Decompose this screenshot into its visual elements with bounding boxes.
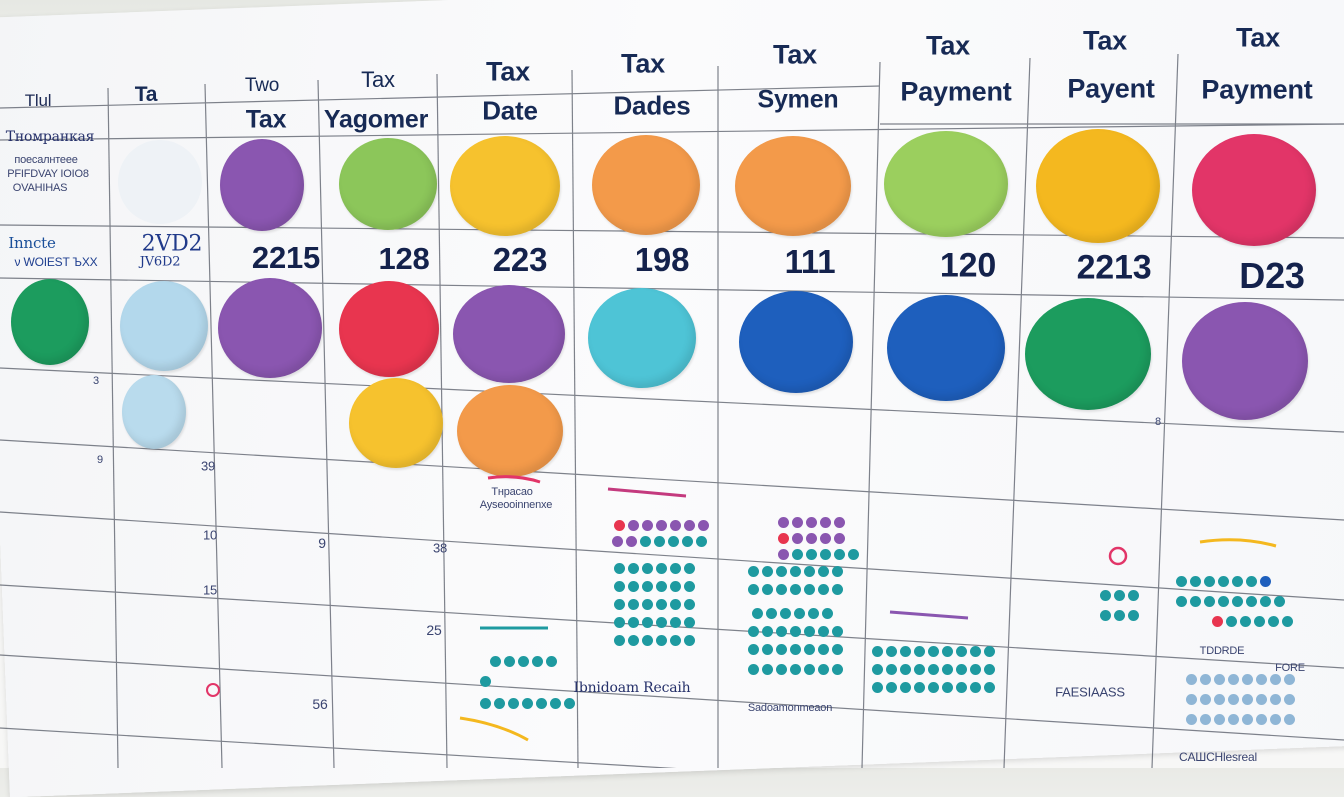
sticker-dot-orange [457, 385, 563, 477]
sticker-dot-purple [453, 285, 565, 383]
sticker-dot-light-blue [122, 375, 186, 449]
sticker-dot-orange [592, 135, 700, 235]
side-note-line3: OVAHIHAS [12, 182, 68, 194]
side-note-line1: поесалнтеее [14, 154, 78, 166]
header-left-1: Tlul [24, 91, 52, 110]
amount-6: 120 [939, 246, 997, 285]
amount-1: 2215 [251, 240, 321, 275]
cell-note-5: Sadoamonmeaon [747, 702, 833, 714]
header-left-2: Ta [134, 83, 158, 106]
header-tax-1: Tax [361, 67, 395, 92]
side-note-scrawl-2: JV6D2 [139, 254, 181, 270]
header-col-symen: Symen [757, 85, 839, 114]
sticker-dot-teal [588, 288, 696, 388]
row-number: 3 [93, 375, 99, 387]
sticker-dot-blue [739, 291, 853, 393]
cell-note-7: TDDRDE [1199, 645, 1245, 657]
header-col-dades: Dades [613, 90, 691, 121]
side-note-imote: Inncte [8, 234, 56, 252]
sticker-dot-red [339, 281, 439, 377]
amount-7: 2213 [1076, 248, 1152, 287]
cell-note-2: Ayseooinnenxe [479, 499, 553, 511]
sticker-dot-purple [1182, 302, 1308, 420]
header-tax-3: Tax [621, 48, 665, 79]
cell-note-1: Tнрaсao [491, 486, 533, 498]
side-note-imote-sub: ν WOIEST ЪХХ [14, 255, 98, 269]
amount-8: D23 [1239, 255, 1305, 296]
header-col-tax: Tax [245, 105, 287, 134]
header-col-payment-2: Payent [1067, 73, 1155, 104]
sticker-dot-pink [1192, 134, 1316, 246]
sticker-dot-light-blue [120, 281, 208, 371]
row-number: 15 [202, 582, 218, 598]
sticker-dot-green [339, 138, 437, 230]
header-tax-7: Tax [1236, 22, 1280, 53]
row-number: 8 [1155, 416, 1161, 428]
cell-note-8: FORE [1275, 662, 1305, 674]
header-col-payment-1: Payment [900, 76, 1012, 107]
sticker-dot-purple [220, 139, 304, 231]
sticker-dot-yellow [450, 136, 560, 236]
header-tax-4: Tax [773, 39, 817, 70]
header-col-date: Date [482, 95, 538, 126]
sticker-dot-yellow [349, 378, 443, 468]
amount-5: 111 [784, 243, 836, 280]
calendar-grid [0, 53, 1344, 768]
side-note-scrawl: 2VD2 [141, 231, 203, 257]
sticker-dot-faded [118, 140, 202, 224]
header-tax-2: Tax [486, 56, 530, 87]
header-left-3: Two [244, 75, 280, 96]
sticker-dot-orange [735, 136, 851, 236]
cell-note-4: Ibnidoam Recaih [573, 680, 691, 696]
amount-3: 223 [492, 241, 548, 278]
row-number: 56 [312, 696, 328, 712]
sticker-dot-lime [884, 131, 1008, 237]
sticker-dot-emerald [11, 279, 89, 365]
header-tax-6: Tax [1083, 25, 1127, 56]
sticker-dot-emerald [1025, 298, 1151, 410]
sticker-dot-blue [887, 295, 1005, 401]
marker-strokes [206, 475, 1277, 742]
sticker-dot-gold [1036, 129, 1160, 243]
cell-note-3: FAESIAASS [1055, 684, 1125, 700]
sticker-dot-purple [218, 278, 322, 378]
row-number: 10 [202, 527, 218, 543]
row-number: 25 [426, 622, 442, 638]
header-col-payment-3: Payment [1201, 74, 1313, 105]
row-number: 38 [432, 540, 448, 556]
side-note-line2: PFIFDVAY IOIO8 [7, 168, 89, 180]
header-tax-5: Tax [926, 30, 970, 61]
cell-note-6: CAШCHlesreal [1179, 750, 1257, 764]
row-number: 9 [97, 454, 103, 466]
side-note-title: Tномранкая [5, 129, 95, 145]
row-number: 39 [200, 458, 216, 474]
header-col-yagomer: Yagomer [323, 105, 429, 134]
amount-4: 198 [634, 241, 690, 278]
row-number: 9 [318, 535, 326, 551]
amount-2: 128 [378, 241, 430, 276]
